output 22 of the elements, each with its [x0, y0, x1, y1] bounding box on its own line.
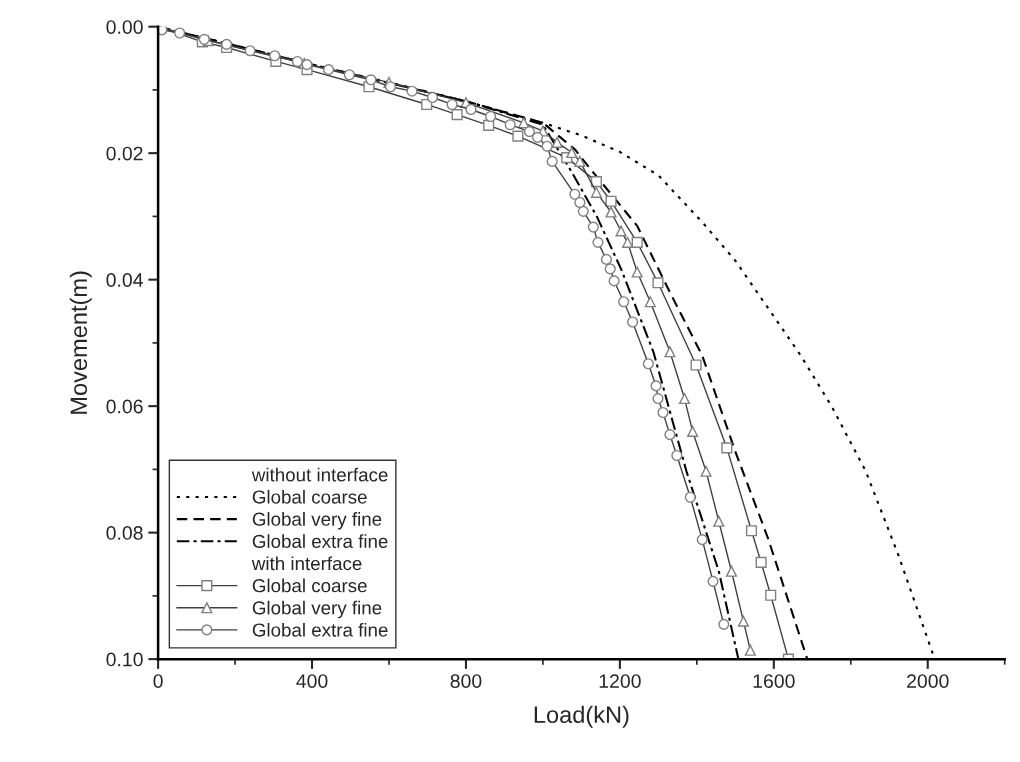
x-tick-label: 1600 — [753, 674, 795, 688]
x-axis-title: Load(kN) — [534, 705, 629, 728]
x-tick-label: 1200 — [599, 674, 641, 688]
y-tick-label: 0.02 — [106, 146, 143, 161]
legend-label: Global extra fine — [252, 622, 388, 637]
legend-label: Global coarse — [252, 489, 367, 504]
y-tick-label: 0.10 — [106, 652, 143, 667]
legend-label: Global coarse — [252, 578, 367, 593]
x-tick-label: 800 — [450, 674, 482, 688]
x-tick-label: 2000 — [907, 674, 949, 688]
legend-label: Global very fine — [252, 512, 382, 530]
y-tick-label: 0.06 — [106, 399, 143, 414]
x-tick-label: 400 — [296, 674, 328, 688]
y-tick-label: 0.04 — [106, 273, 143, 287]
x-tick-label: 0 — [153, 674, 163, 688]
annotation: with interface — [251, 556, 362, 571]
y-axis-title: Movement(m) — [69, 271, 92, 414]
legend-label: Global very fine — [252, 600, 382, 619]
y-tick-label: 0.08 — [106, 526, 143, 540]
annotation: without interface — [251, 467, 388, 482]
legend-label: Global extra fine — [252, 534, 388, 549]
y-tick-label: 0.00 — [106, 20, 143, 34]
